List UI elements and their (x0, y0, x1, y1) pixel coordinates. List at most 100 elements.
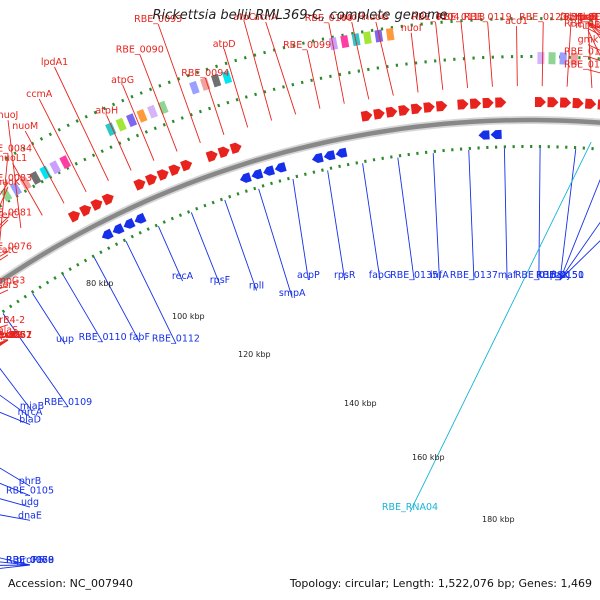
leader-line (587, 29, 600, 57)
forward-gene-label: nuoH (339, 12, 364, 23)
forward-gene-arrow (584, 98, 597, 109)
forward-gene-label: mreC (575, 12, 600, 23)
position-tick (111, 102, 116, 107)
position-tick (30, 290, 35, 294)
position-tick (84, 114, 88, 119)
forward-gene-arrow (534, 96, 546, 108)
leader-line (435, 21, 444, 90)
leader-line (292, 178, 309, 281)
leader-line (0, 411, 31, 425)
gene-feature-block (351, 33, 361, 47)
forward-gene-arrow (156, 169, 169, 181)
scale-tick-label: 100 kbp (172, 312, 205, 321)
reverse-gene-arrow (239, 172, 252, 183)
position-tick (30, 141, 35, 146)
forward-gene-arrow (482, 97, 494, 109)
forward-gene-label: dnaG (0, 330, 21, 341)
gene-feature-block (340, 35, 350, 49)
forward-gene-label: RBE_0094 (181, 68, 229, 79)
forward-gene-label: RBE_0083 (0, 173, 32, 184)
leader-line (54, 66, 109, 182)
forward-gene-label: RBE_0084 (0, 143, 32, 154)
position-tick (8, 304, 13, 309)
position-tick (66, 123, 70, 128)
position-tick (311, 39, 315, 43)
position-tick (338, 72, 342, 77)
position-tick (170, 216, 174, 221)
position-tick (23, 189, 28, 193)
position-tick (162, 122, 166, 127)
position-tick (244, 95, 248, 99)
leader-line (538, 148, 541, 281)
leader-line (559, 178, 600, 281)
forward-gene-label: RBE_0125 (564, 12, 600, 23)
position-tick (32, 184, 36, 189)
forward-gene-label: RBE_0118 (437, 12, 485, 23)
position-tick (121, 98, 125, 103)
leader-line (7, 120, 22, 229)
position-tick (302, 41, 305, 45)
position-tick (270, 181, 273, 186)
forward-gene-arrow (90, 199, 103, 211)
leader-line (12, 163, 43, 216)
forward-gene-label: RBE_0133 (564, 18, 600, 29)
forward-gene-label: tatC (0, 245, 18, 256)
position-tick (234, 58, 238, 63)
leader-line (487, 21, 493, 87)
position-tick (100, 149, 104, 154)
position-tick (91, 153, 96, 158)
reverse-gene-label: dnaE (18, 510, 42, 521)
reverse-gene-label: RBE_0070 (6, 555, 54, 566)
position-tick (138, 230, 142, 235)
leader-line (0, 339, 9, 347)
reverse-gene-label: phrB (19, 476, 41, 487)
reverse-gene-label: miaB (20, 401, 44, 412)
position-tick (83, 258, 88, 263)
position-tick (321, 37, 325, 41)
leader-line (468, 150, 475, 281)
forward-gene-label: rpmF (576, 12, 600, 23)
forward-gene-arrow (373, 108, 385, 120)
forward-gene-label: RBE_0142 (564, 47, 600, 58)
leader-line (157, 23, 201, 143)
forward-gene-label: terC (0, 210, 18, 221)
gene-feature-block (363, 31, 372, 45)
position-tick (13, 151, 17, 156)
forward-gene-arrow (410, 103, 423, 115)
reverse-gene-arrow (323, 150, 336, 161)
position-tick (208, 106, 212, 111)
position-tick (219, 197, 223, 202)
forward-gene-arrow (180, 159, 193, 172)
position-tick (228, 194, 232, 199)
gene-feature-block (29, 170, 42, 185)
position-tick (338, 164, 341, 169)
position-tick (286, 176, 290, 181)
position-tick (291, 82, 295, 87)
forward-gene-arrow (217, 146, 230, 158)
position-tick (224, 61, 228, 66)
reverse-gene-label: acpP (297, 270, 320, 281)
scale-tick-label: 80 kbp (86, 279, 114, 288)
position-tick (102, 106, 107, 111)
forward-gene-arrow (205, 150, 218, 163)
position-tick (74, 161, 78, 166)
position-tick (329, 74, 332, 79)
position-tick (215, 64, 219, 69)
position-tick (295, 174, 299, 179)
position-tick (177, 77, 181, 81)
reverse-gene-label: udg (21, 497, 39, 508)
position-tick (310, 78, 313, 83)
gene-feature-block (189, 80, 200, 95)
reverse-gene-arrow (490, 129, 502, 140)
leader-line (62, 274, 104, 343)
leader-line (0, 339, 9, 345)
forward-gene-label: RBE_0136 (564, 60, 600, 71)
reverse-gene-label: RBE_0105 (6, 486, 54, 497)
forward-gene-label: alaS (0, 325, 18, 336)
forward-gene-label: nuoG (363, 12, 388, 23)
forward-gene-label: RBE_0100 (305, 13, 353, 24)
forward-gene-arrow (360, 110, 373, 122)
leader-line (559, 221, 600, 281)
position-tick (153, 126, 157, 131)
forward-gene-label: acnA (254, 12, 278, 23)
